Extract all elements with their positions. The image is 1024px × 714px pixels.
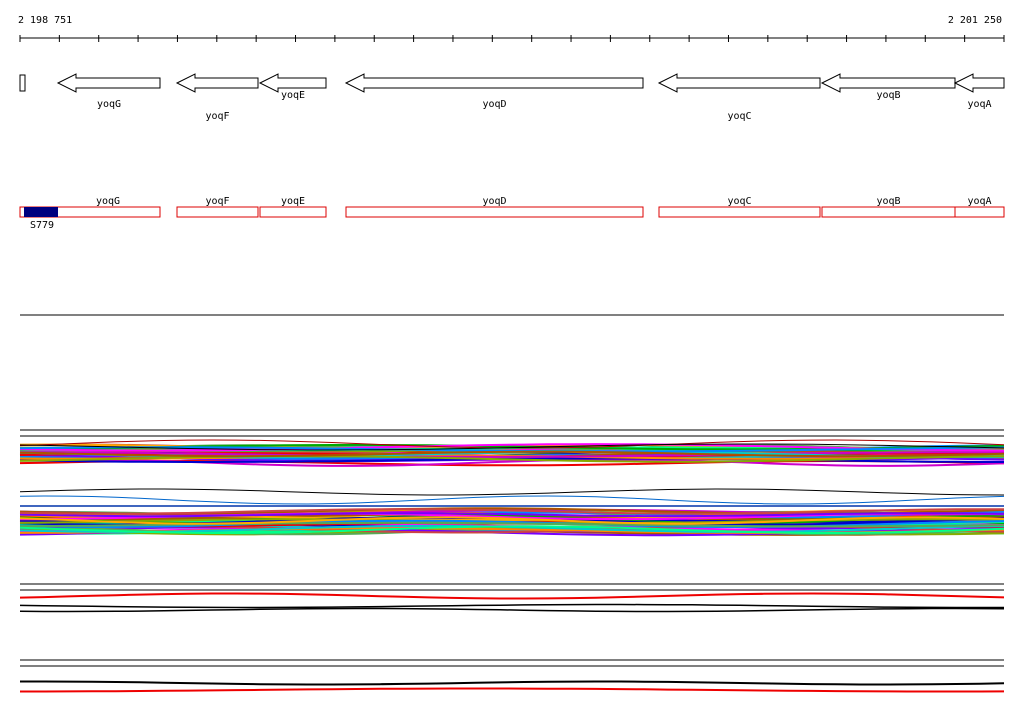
gene-label: yoqB (876, 90, 900, 101)
gene-label: yoqE (281, 90, 305, 101)
feature-label: yoqA (967, 196, 991, 207)
gene-fragment (19, 74, 26, 92)
profile-line (19, 488, 1005, 496)
feature-label: yoqE (281, 196, 305, 207)
gene-label: yoqG (97, 99, 121, 110)
profile-line (19, 495, 1005, 505)
ruler-start: 2 198 751 (18, 15, 72, 26)
profile-line (19, 525, 1005, 534)
feature-box (954, 206, 1005, 218)
profile-line (19, 443, 1005, 452)
gene-label: yoqD (482, 99, 506, 110)
gene-arrow (953, 73, 1005, 93)
feature-label: yoqB (876, 196, 900, 207)
feature-label: yoqD (482, 196, 506, 207)
feature-box (259, 206, 327, 218)
profile-line (19, 455, 1005, 463)
gene-arrow (56, 73, 161, 93)
feature-label: yoqF (205, 196, 229, 207)
feature-label: yoqC (727, 196, 751, 207)
gene-arrow (657, 73, 821, 93)
feature-box (821, 206, 956, 218)
feature-box (658, 206, 821, 218)
profile-line (19, 512, 1005, 518)
profile-line (19, 603, 1004, 609)
profile-line (19, 516, 1005, 525)
gene-arrow (258, 73, 327, 93)
profile-line (19, 508, 1004, 515)
profile-line (20, 451, 1005, 458)
profile-line (19, 592, 1005, 600)
profile-line (19, 443, 1005, 451)
feature-box (345, 206, 644, 218)
gene-label: yoqA (967, 99, 991, 110)
profile-line (19, 607, 1005, 613)
gene-label: yoqC (727, 111, 751, 122)
feature-box (176, 206, 259, 218)
profile-line (19, 450, 1005, 458)
site-box (24, 207, 58, 217)
ruler-end: 2 201 250 (948, 15, 1002, 26)
gene-arrow (344, 73, 644, 93)
site-label: S779 (30, 220, 54, 231)
gene-arrow (175, 73, 259, 93)
profile-line (20, 687, 1005, 693)
feature-label: yoqG (96, 196, 120, 207)
profile-line (20, 680, 1005, 686)
feature-box (19, 206, 161, 218)
gene-label: yoqF (205, 111, 229, 122)
